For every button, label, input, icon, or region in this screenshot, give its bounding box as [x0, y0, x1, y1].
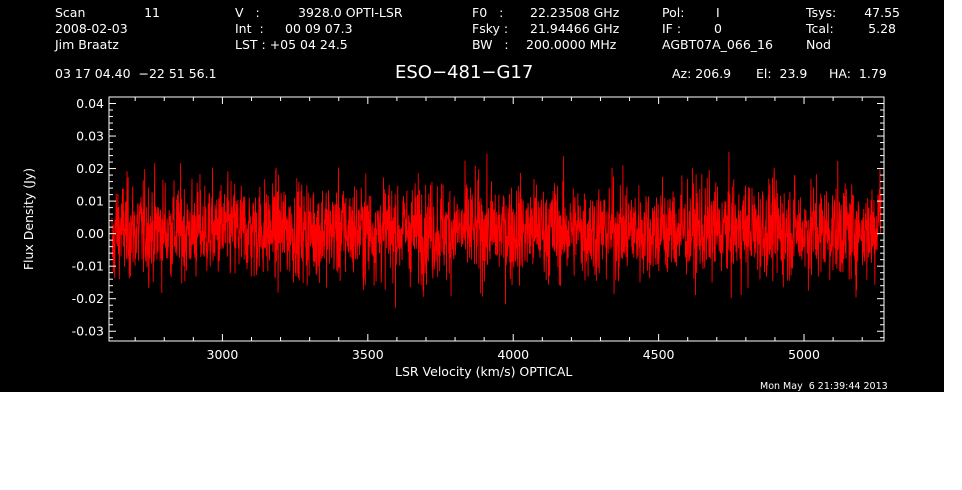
x-tick-label: 3500: [352, 347, 384, 362]
y-tick-label: -0.01: [72, 259, 104, 274]
source-name: ESO−481−G17: [395, 62, 534, 83]
plot-frame: [108, 96, 885, 342]
source-coordinates: 03 17 04.40 −22 51 56.1: [55, 66, 217, 81]
polarization-value: I: [716, 5, 720, 20]
velocity-label: V :: [235, 5, 260, 20]
y-tick-label: 0.02: [76, 161, 104, 176]
velocity-value: 3928.0 OPTI-LSR: [298, 5, 403, 20]
spectrum-chart: 3000 3500 4000 4500 5000 -0.03 -0.02 -0.01 0.00 0…: [72, 96, 885, 362]
integration-label: Int :: [235, 21, 264, 36]
azimuth: Az: 206.9: [672, 66, 732, 81]
y-tick-label: 0.01: [76, 194, 104, 209]
y-tick-label: -0.03: [72, 324, 104, 339]
tsys-value: 47.55: [864, 5, 900, 20]
hour-angle: HA: 1.79: [829, 66, 887, 81]
tsys-label: Tsys:: [806, 5, 837, 20]
polarization-label: Pol:: [662, 5, 685, 20]
f0-label: F0 :: [472, 5, 504, 20]
x-axis-title: LSR Velocity (km/s) OPTICAL: [395, 364, 573, 379]
x-tick-label: 4500: [643, 347, 675, 362]
tcal-label: Tcal:: [806, 21, 834, 36]
bandwidth-label: BW :: [472, 37, 509, 52]
plot-timestamp: Mon May 6 21:39:44 2013: [760, 381, 888, 392]
f0-value: 22.23508 GHz: [530, 5, 620, 20]
plot-panel: Scan 11 2008-02-03 Jim Braatz V : 3928.0…: [0, 0, 944, 392]
x-tick-label: 5000: [788, 347, 820, 362]
if-value: 0: [714, 21, 722, 36]
project-id: AGBT07A_066_16: [662, 37, 773, 52]
integration-value: 00 09 07.3: [285, 21, 353, 36]
axes-layer: 3000 3500 4000 4500 5000 -0.03 -0.02 -0.01 0.00 0…: [72, 96, 885, 362]
lst-value: LST : +05 04 24.5: [235, 37, 348, 52]
tcal-value: 5.28: [868, 21, 896, 36]
y-tick-label: 0.00: [76, 226, 104, 241]
bandwidth-value: 200.0000 MHz: [526, 37, 617, 52]
fsky-label: Fsky :: [472, 21, 509, 36]
y-tick-label: 0.04: [76, 96, 104, 111]
observation-date: 2008-02-03: [55, 21, 128, 36]
y-axis-title: Flux Density (Jy): [21, 167, 36, 271]
fsky-value: 21.94466 GHz: [530, 21, 620, 36]
if-label: IF :: [662, 21, 682, 36]
scan-value: 11: [144, 5, 160, 20]
x-tick-label: 3000: [207, 347, 239, 362]
scan-label: Scan: [55, 5, 86, 20]
observer-name: Jim Braatz: [55, 37, 119, 52]
y-tick-label: -0.02: [72, 291, 104, 306]
x-tick-label: 4000: [497, 347, 529, 362]
spectrum-series-line: [111, 151, 882, 308]
observing-mode: Nod: [806, 37, 831, 52]
elevation: El: 23.9: [756, 66, 808, 81]
y-tick-label: 0.03: [76, 129, 104, 144]
spectrum-trace-layer: [111, 151, 882, 308]
